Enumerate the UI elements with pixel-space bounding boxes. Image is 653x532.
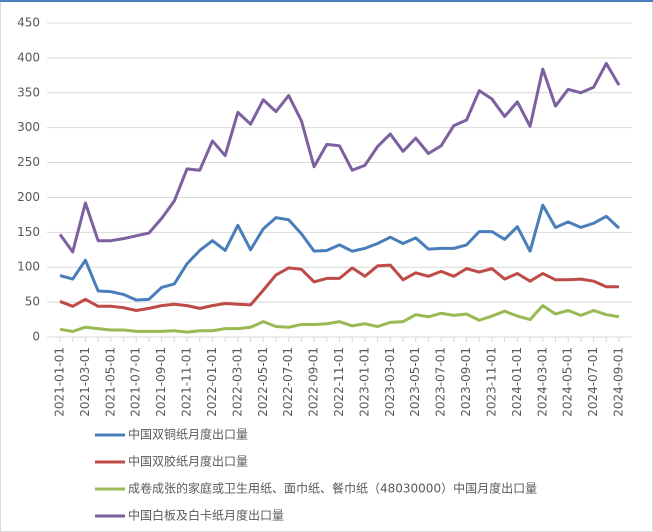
x-tick-label: 2024-03-01 [535,347,549,417]
series-line [59,263,619,312]
x-tick-label: 2022-11-01 [332,347,346,417]
y-tick-label: 450 [17,16,40,30]
y-tick-label: 150 [17,225,40,239]
x-tick-label: 2021-03-01 [78,347,92,417]
x-tick-label: 2023-01-01 [357,347,371,417]
legend-label: 成卷成张的家庭或卫生用纸、面巾纸、餐巾纸（48030000）中国月度出口量 [128,481,537,496]
y-tick-label: 200 [17,190,40,204]
x-tick-label: 2024-07-01 [586,347,600,417]
legend-label: 中国双铜纸月度出口量 [128,427,248,442]
series-line [59,304,620,334]
x-tick-label: 2021-01-01 [53,347,67,417]
x-tick-label: 2023-03-01 [383,347,397,417]
legend-label: 中国白板及白卡纸月度出口量 [128,508,284,523]
y-tick-label: 50 [25,295,40,309]
x-tick-label: 2022-05-01 [256,347,270,417]
legend-label: 中国双胶纸月度出口量 [128,454,248,469]
x-tick-label: 2024-09-01 [612,347,626,417]
x-tick-label: 2024-01-01 [510,347,524,417]
y-tick-label: 350 [17,85,40,99]
x-tick-label: 2022-03-01 [230,347,244,417]
y-tick-label: 0 [32,330,40,344]
x-tick-label: 2022-01-01 [205,347,219,417]
y-tick-label: 250 [17,155,40,169]
series-line [59,203,621,302]
x-tick-label: 2021-05-01 [103,347,117,417]
y-tick-label: 400 [17,50,40,64]
x-tick-label: 2023-07-01 [434,347,448,417]
x-tick-label: 2023-11-01 [484,347,498,417]
x-tick-label: 2021-11-01 [180,347,194,417]
x-tick-label: 2021-07-01 [129,347,143,417]
x-tick-label: 2023-09-01 [459,347,473,417]
y-tick-label: 100 [17,260,40,274]
x-tick-label: 2023-05-01 [408,347,422,417]
x-tick-label: 2022-07-01 [281,347,295,417]
series-line [58,61,621,254]
x-tick-label: 2024-05-01 [561,347,575,417]
y-tick-label: 300 [17,120,40,134]
x-tick-label: 2022-09-01 [307,347,321,417]
x-tick-label: 2021-09-01 [154,347,168,417]
